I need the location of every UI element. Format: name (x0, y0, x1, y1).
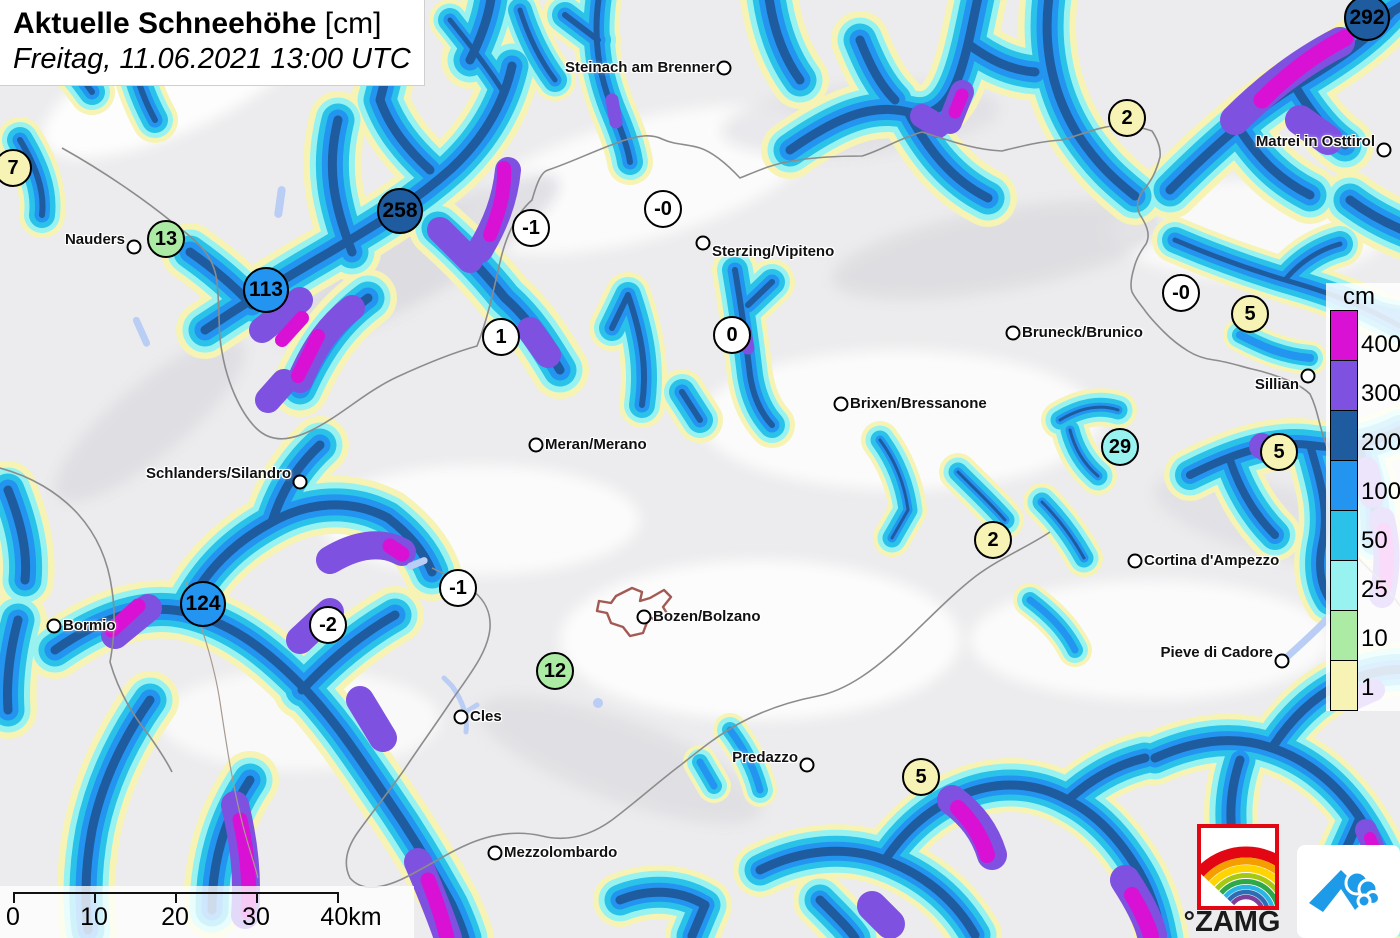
place-dot (126, 239, 142, 255)
place-dot (1376, 142, 1392, 158)
station-value-marker: 113 (243, 267, 289, 313)
station-value-marker: 258 (377, 188, 423, 234)
zamg-wordmark: °ZAMG (1183, 906, 1281, 938)
place-label: Steinach am Brenner (564, 59, 715, 76)
place-label: Nauders (64, 231, 125, 248)
place-dot (292, 474, 308, 490)
scale-tick (175, 892, 177, 903)
station-value-marker: 124 (180, 581, 226, 627)
color-legend: cm 400 300 200 100 50 25 10 1 (1326, 283, 1400, 711)
title-unit: [cm] (324, 7, 382, 40)
legend-band-swatch (1331, 461, 1357, 511)
map-datetime: Freitag, 11.06.2021 13:00 UTC (13, 42, 411, 75)
scale-tick-label: 30 (242, 903, 270, 931)
place-dot (833, 396, 849, 412)
place-label: Schlanders/Silandro (145, 465, 291, 482)
legend-band-label: 25 (1361, 576, 1388, 603)
station-value-marker: 5 (1231, 295, 1269, 333)
scale-tick-label: 20 (161, 903, 189, 931)
place-label: Meran/Merano (545, 436, 647, 453)
station-value-marker: 13 (147, 220, 185, 258)
scale-tick-label: 40km (320, 903, 382, 931)
legend-colorbar (1330, 310, 1358, 711)
place-label: Cles (470, 708, 502, 725)
legend-band-swatch (1331, 511, 1357, 561)
legend-band-swatch (1331, 611, 1357, 661)
zamg-rainbow-icon (1201, 846, 1275, 906)
legend-band-label: 10 (1361, 625, 1388, 652)
place-label: Predazzo (732, 749, 798, 766)
station-value-marker: 12 (536, 652, 574, 690)
station-value-marker: 5 (902, 758, 940, 796)
place-label: Bruneck/Brunico (1022, 324, 1143, 341)
place-dot (453, 709, 469, 725)
station-value-marker: 292 (1344, 0, 1390, 41)
place-label: Sillian (1254, 376, 1299, 393)
station-value-marker: 5 (1260, 433, 1298, 471)
legend-band-label: 400 (1361, 331, 1400, 358)
station-value-marker: 1 (482, 318, 520, 356)
map-title: Aktuelle Schneehöhe [cm] (13, 7, 411, 42)
place-label: Brixen/Bressanone (850, 395, 987, 412)
scale-tick (337, 892, 339, 903)
place-label: Pieve di Cadore (1160, 644, 1273, 661)
zamg-logo-square (1197, 824, 1279, 910)
legend-band-label: 100 (1361, 478, 1400, 505)
scale-tick (94, 892, 96, 903)
station-value-marker: -0 (644, 190, 682, 228)
snow-model-logo-box (1297, 845, 1400, 938)
legend-band-swatch (1331, 361, 1357, 411)
place-dot (528, 437, 544, 453)
place-label: Sterzing/Vipiteno (712, 243, 835, 260)
place-dot (1300, 368, 1316, 384)
place-label: Bormio (63, 617, 116, 634)
legend-band-swatch (1331, 561, 1357, 611)
place-dot (799, 757, 815, 773)
place-dot (487, 845, 503, 861)
scale-tick (13, 892, 15, 903)
station-value-marker: 2 (1108, 99, 1146, 137)
legend-band-label: 200 (1361, 429, 1400, 456)
scale-tick-label: 0 (6, 903, 20, 931)
map-title-box: Aktuelle Schneehöhe [cm] Freitag, 11.06.… (0, 0, 425, 87)
administrative-borders (0, 124, 1400, 889)
place-dot (716, 60, 732, 76)
station-value-marker: 7 (0, 149, 32, 187)
legend-unit-label: cm (1343, 283, 1375, 310)
place-dot (636, 609, 652, 625)
scale-bar: 0 10 20 30 40km (0, 886, 414, 938)
place-dot (46, 618, 62, 634)
place-dot (1005, 325, 1021, 341)
legend-band-label: 50 (1361, 527, 1388, 554)
legend-band-label: 1 (1361, 674, 1375, 701)
station-value-marker: 29 (1101, 428, 1139, 466)
legend-band-label: 300 (1361, 380, 1400, 407)
station-value-marker: 0 (713, 316, 751, 354)
place-label: Bozen/Bolzano (653, 608, 761, 625)
place-label: Matrei in Osttirol (1255, 133, 1375, 150)
mountain-cloud-icon (1309, 870, 1381, 912)
station-value-marker: -1 (439, 569, 477, 607)
scale-tick (256, 892, 258, 903)
station-value-marker: -0 (1162, 274, 1200, 312)
legend-band-swatch (1331, 411, 1357, 461)
bolzano-city-outline (595, 586, 673, 638)
legend-band-swatch (1331, 311, 1357, 361)
legend-band-swatch (1331, 661, 1357, 710)
scale-tick-label: 10 (80, 903, 108, 931)
station-value-marker: 2 (974, 521, 1012, 559)
place-dot (1127, 553, 1143, 569)
place-dot (695, 235, 711, 251)
place-dot (1274, 653, 1290, 669)
station-value-marker: -2 (309, 606, 347, 644)
place-label: Cortina d'Ampezzo (1144, 552, 1280, 569)
place-label: Mezzolombardo (504, 844, 618, 861)
station-value-marker: -1 (512, 209, 550, 247)
title-main: Aktuelle Schneehöhe (13, 7, 317, 40)
zamg-logo: °ZAMG (1182, 824, 1292, 938)
